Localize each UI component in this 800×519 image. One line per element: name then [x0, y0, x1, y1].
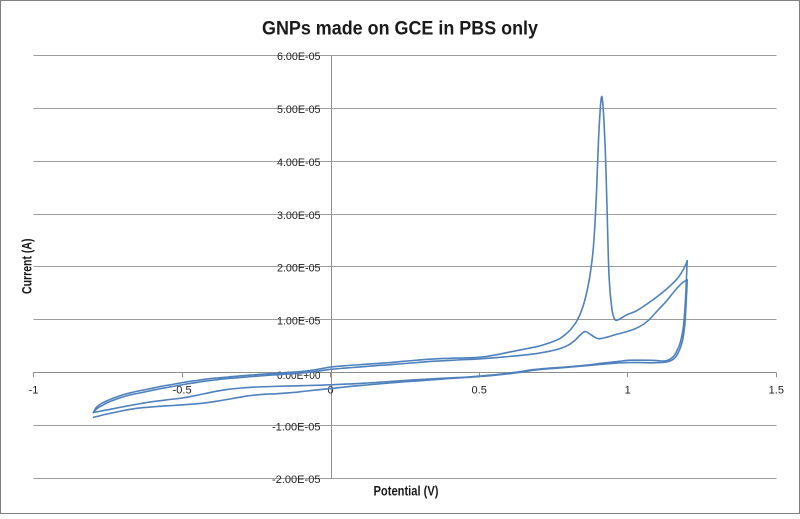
svg-text:3.00E-05: 3.00E-05	[277, 210, 321, 222]
svg-text:-1: -1	[29, 385, 39, 397]
svg-text:0.5: 0.5	[472, 385, 487, 397]
svg-text:1.5: 1.5	[769, 385, 784, 397]
svg-text:-2.00E-05: -2.00E-05	[272, 474, 321, 486]
svg-text:GNPs made on GCE in PBS only: GNPs made on GCE in PBS only	[262, 18, 538, 40]
svg-text:1: 1	[625, 385, 631, 397]
svg-text:-1.00E-05: -1.00E-05	[272, 421, 321, 433]
svg-text:2.00E-05: 2.00E-05	[277, 263, 321, 275]
svg-text:4.00E-05: 4.00E-05	[277, 157, 321, 169]
svg-text:6.00E-05: 6.00E-05	[277, 51, 321, 63]
svg-text:1.00E-05: 1.00E-05	[277, 316, 321, 328]
svg-text:-0.5: -0.5	[173, 385, 192, 397]
svg-text:Potential (V): Potential (V)	[374, 484, 439, 499]
svg-text:Current (A): Current (A)	[19, 239, 34, 295]
svg-text:0: 0	[328, 385, 334, 397]
svg-text:5.00E-05: 5.00E-05	[277, 104, 321, 116]
